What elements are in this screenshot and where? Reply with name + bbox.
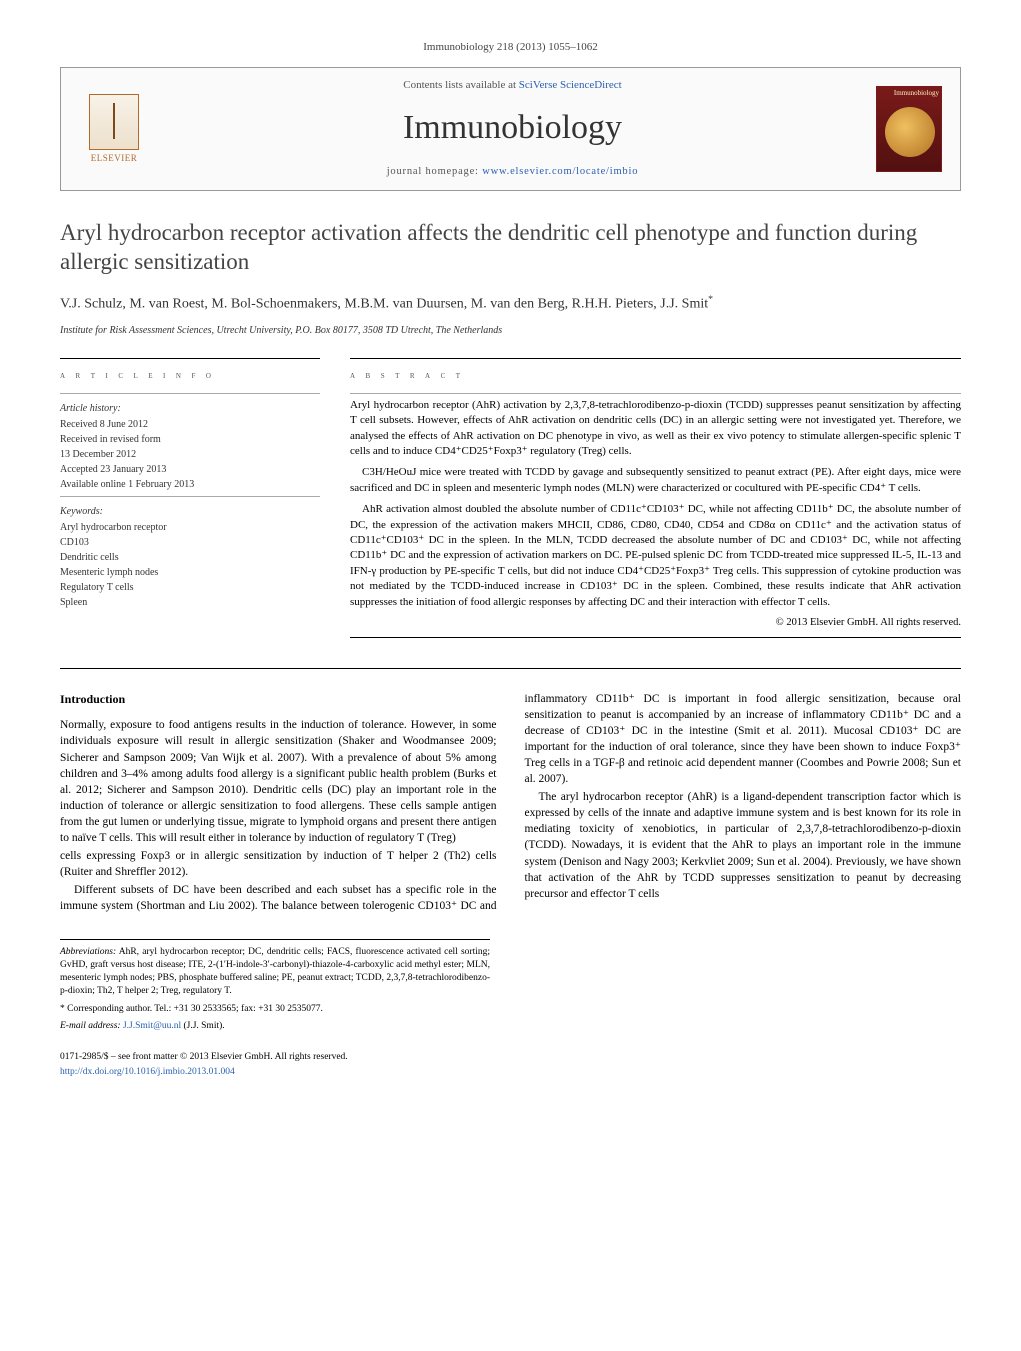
header-center: Contents lists available at SciVerse Sci… xyxy=(149,78,876,180)
article-info-label: a r t i c l e i n f o xyxy=(60,369,320,383)
sciencedirect-link[interactable]: SciVerse ScienceDirect xyxy=(519,79,622,91)
email-suffix: (J.J. Smit). xyxy=(181,1021,225,1031)
journal-header: ELSEVIER Contents lists available at Sci… xyxy=(60,67,961,191)
keyword: Regulatory T cells xyxy=(60,581,320,595)
sd-prefix: Contents lists available at xyxy=(403,79,518,91)
cover-art-icon xyxy=(885,107,935,157)
section-divider xyxy=(60,668,961,669)
abbrev-text: AhR, aryl hydrocarbon receptor; DC, dend… xyxy=(60,947,490,997)
divider xyxy=(350,393,961,394)
homepage-line: journal homepage: www.elsevier.com/locat… xyxy=(149,165,876,180)
doi-link[interactable]: http://dx.doi.org/10.1016/j.imbio.2013.0… xyxy=(60,1066,961,1079)
bottom-metadata: 0171-2985/$ – see front matter © 2013 El… xyxy=(60,1051,961,1079)
journal-reference: Immunobiology 218 (2013) 1055–1062 xyxy=(60,40,961,55)
email-link[interactable]: J.J.Smit@uu.nl xyxy=(123,1021,181,1031)
front-matter-line: 0171-2985/$ – see front matter © 2013 El… xyxy=(60,1051,961,1064)
article-info-column: a r t i c l e i n f o Article history: R… xyxy=(60,358,320,644)
journal-cover-thumbnail: Immunobiology xyxy=(876,86,942,172)
history-line: Received in revised form xyxy=(60,433,320,447)
sciencedirect-line: Contents lists available at SciVerse Sci… xyxy=(149,78,876,93)
email-footnote: E-mail address: J.J.Smit@uu.nl (J.J. Smi… xyxy=(60,1020,490,1033)
body-paragraph: The aryl hydrocarbon receptor (AhR) is a… xyxy=(525,789,962,902)
keyword: Dendritic cells xyxy=(60,551,320,565)
history-line: Accepted 23 January 2013 xyxy=(60,463,320,477)
elsevier-tree-icon xyxy=(89,94,139,150)
homepage-prefix: journal homepage: xyxy=(387,166,482,177)
keyword: Mesenteric lymph nodes xyxy=(60,566,320,580)
abstract-copyright: © 2013 Elsevier GmbH. All rights reserve… xyxy=(350,616,961,631)
info-abstract-row: a r t i c l e i n f o Article history: R… xyxy=(60,358,961,644)
publisher-logo: ELSEVIER xyxy=(79,89,149,169)
keywords-heading: Keywords: xyxy=(60,505,320,519)
homepage-link[interactable]: www.elsevier.com/locate/imbio xyxy=(482,166,638,177)
journal-title: Immunobiology xyxy=(149,104,876,152)
body-paragraph: cells expressing Foxp3 or in allergic se… xyxy=(60,848,497,880)
body-two-column: Introduction Normally, exposure to food … xyxy=(60,691,961,915)
divider xyxy=(60,496,320,497)
history-line: 13 December 2012 xyxy=(60,448,320,462)
email-label: E-mail address: xyxy=(60,1021,123,1031)
authors-text: V.J. Schulz, M. van Roest, M. Bol-Schoen… xyxy=(60,296,708,311)
keyword: Spleen xyxy=(60,596,320,610)
affiliation: Institute for Risk Assessment Sciences, … xyxy=(60,324,961,338)
corresponding-author-footnote: * Corresponding author. Tel.: +31 30 253… xyxy=(60,1003,490,1016)
abstract-paragraph: AhR activation almost doubled the absolu… xyxy=(350,502,961,610)
abstract-paragraph: Aryl hydrocarbon receptor (AhR) activati… xyxy=(350,398,961,460)
abstract-column: a b s t r a c t Aryl hydrocarbon recepto… xyxy=(350,358,961,644)
footnotes: Abbreviations: AhR, aryl hydrocarbon rec… xyxy=(60,939,490,1034)
author-list: V.J. Schulz, M. van Roest, M. Bol-Schoen… xyxy=(60,293,961,314)
corresponding-marker: * xyxy=(708,294,713,305)
body-paragraph: Normally, exposure to food antigens resu… xyxy=(60,717,497,846)
history-line: Available online 1 February 2013 xyxy=(60,478,320,492)
publisher-name: ELSEVIER xyxy=(91,152,138,165)
history-line: Received 8 June 2012 xyxy=(60,418,320,432)
keyword: Aryl hydrocarbon receptor xyxy=(60,521,320,535)
article-title: Aryl hydrocarbon receptor activation aff… xyxy=(60,219,961,277)
divider xyxy=(350,637,961,638)
abstract-paragraph: C3H/HeOuJ mice were treated with TCDD by… xyxy=(350,465,961,496)
cover-label: Immunobiology xyxy=(879,89,939,99)
abstract-label: a b s t r a c t xyxy=(350,369,961,383)
corr-text: Tel.: +31 30 2533565; fax: +31 30 253507… xyxy=(154,1004,323,1014)
introduction-heading: Introduction xyxy=(60,691,497,708)
divider xyxy=(60,393,320,394)
abbreviations-footnote: Abbreviations: AhR, aryl hydrocarbon rec… xyxy=(60,946,490,999)
history-heading: Article history: xyxy=(60,402,320,416)
keywords-block: Keywords: Aryl hydrocarbon receptor CD10… xyxy=(60,505,320,610)
keyword: CD103 xyxy=(60,536,320,550)
abstract-text: Aryl hydrocarbon receptor (AhR) activati… xyxy=(350,398,961,610)
corr-label: * Corresponding author. xyxy=(60,1004,154,1014)
article-history: Article history: Received 8 June 2012 Re… xyxy=(60,402,320,492)
abbrev-label: Abbreviations: xyxy=(60,947,116,957)
